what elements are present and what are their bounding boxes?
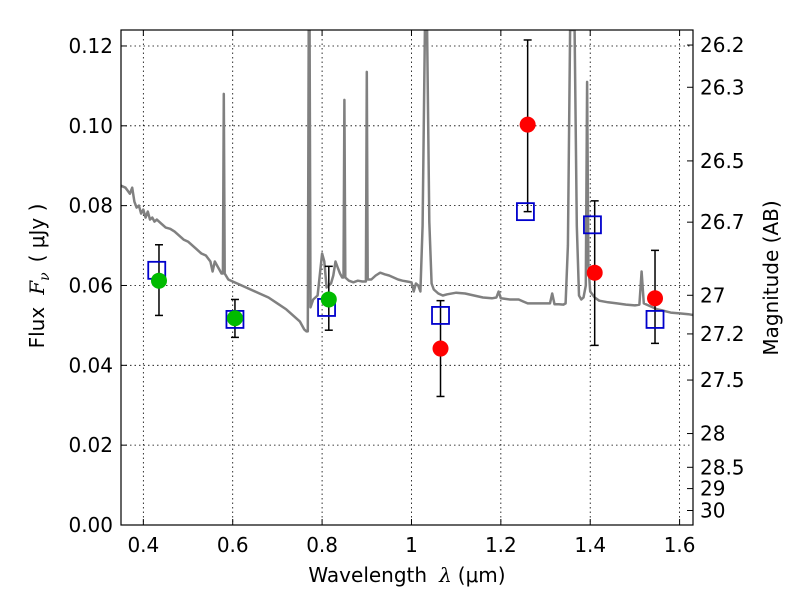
x-tick-label: 0.4 xyxy=(127,533,159,557)
model-photometry-square xyxy=(516,202,535,222)
y2-tick-label: 28.5 xyxy=(700,455,745,479)
y-axis-label-prefix: Flux xyxy=(25,307,49,349)
red-data-point xyxy=(432,340,449,357)
axis-ticks xyxy=(121,30,693,526)
y2-tick-label: 26.3 xyxy=(700,75,745,99)
y-tick-label: 0.06 xyxy=(68,273,113,297)
y2-tick-label: 27 xyxy=(700,283,725,307)
y-tick-label: 0.00 xyxy=(68,513,113,537)
y2-tick-label: 30 xyxy=(700,499,725,523)
y-tick-label: 0.12 xyxy=(68,34,113,58)
y-axis-label-symbol: F xyxy=(25,280,49,296)
model-spectrum-line xyxy=(121,30,693,333)
plot-frame xyxy=(120,29,694,526)
y-tick-labels: 0.00 0.02 0.04 0.06 0.08 0.10 0.12 xyxy=(68,34,113,537)
red-data-point xyxy=(519,116,536,133)
x-tick-labels: 0.4 0.6 0.8 1 1.2 1.4 1.6 xyxy=(127,533,695,557)
y-tick-label: 0.04 xyxy=(68,353,113,377)
grid-lines xyxy=(121,30,693,526)
red-data-point xyxy=(647,290,664,307)
model-photometry-square xyxy=(431,306,450,325)
y2-tick-label: 28 xyxy=(700,422,725,446)
x-tick-label: 1.2 xyxy=(485,533,517,557)
x-axis-label-prefix: Wavelength xyxy=(308,563,427,587)
x-tick-label: 0.8 xyxy=(306,533,338,557)
y-tick-label: 0.08 xyxy=(68,194,113,218)
x-axis-label-unit: (μm) xyxy=(458,563,506,587)
y2-axis-label: Magnitude (AB) xyxy=(759,200,783,355)
y-tick-label: 0.10 xyxy=(68,114,113,138)
model-photometry-square xyxy=(645,310,665,329)
y-axis-label: Flux Fν ( μJy ) xyxy=(25,204,53,349)
x-tick-label: 1 xyxy=(405,533,418,557)
y2-tick-label: 26.5 xyxy=(700,149,745,173)
x-axis-label: Wavelength λ (μm) xyxy=(308,563,505,587)
x-tick-label: 0.6 xyxy=(217,533,249,557)
plot-area xyxy=(121,30,693,398)
x-tick-label: 1.6 xyxy=(664,533,696,557)
x-axis-label-symbol: λ xyxy=(438,563,452,587)
y2-tick-label: 26.7 xyxy=(700,210,745,234)
x-tick-label: 1.4 xyxy=(574,533,606,557)
green-data-point xyxy=(320,291,337,308)
y-tick-label: 0.02 xyxy=(68,433,113,457)
model-photometry-square xyxy=(583,215,602,235)
observed-points xyxy=(150,116,664,357)
y-axis-label-subscript: ν xyxy=(37,272,53,281)
red-data-point xyxy=(586,264,603,281)
y2-tick-label: 29 xyxy=(700,477,725,501)
y2-tick-label: 27.2 xyxy=(700,322,745,346)
y2-tick-label: 27.5 xyxy=(700,368,745,392)
green-data-point xyxy=(226,310,243,327)
green-data-point xyxy=(150,272,167,289)
y2-tick-label: 26.2 xyxy=(700,33,745,57)
y-axis-label-unit: ( μJy ) xyxy=(25,204,49,263)
